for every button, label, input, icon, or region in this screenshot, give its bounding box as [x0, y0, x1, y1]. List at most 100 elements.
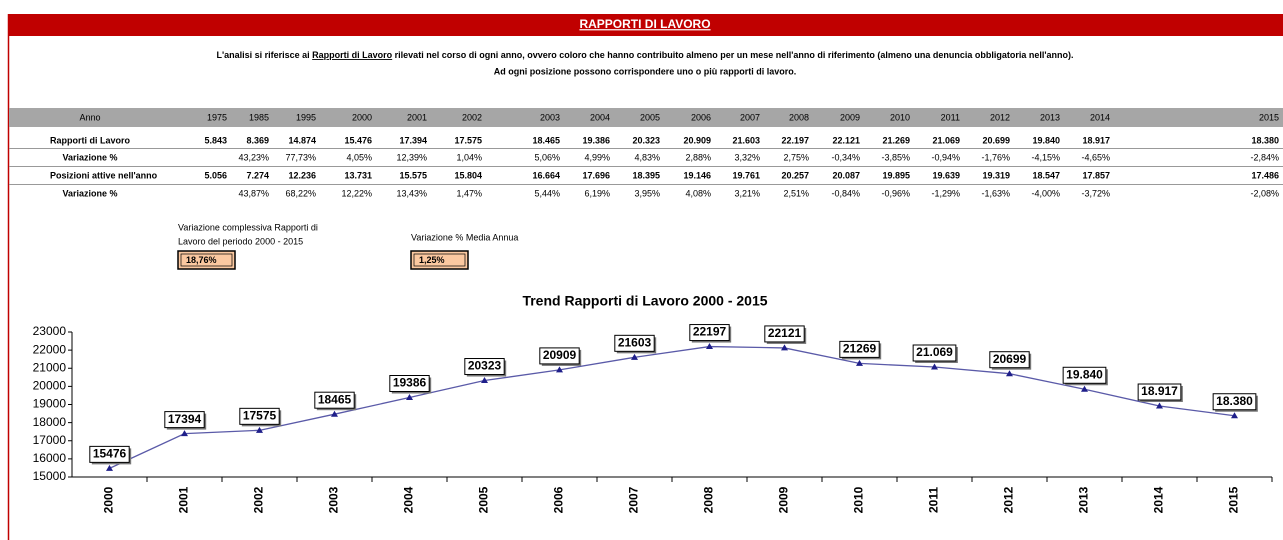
- value-label: 17394: [164, 411, 207, 430]
- marker: [631, 353, 638, 360]
- value-label: 22197: [689, 324, 732, 343]
- value-label-text: 20699: [993, 352, 1027, 366]
- y-tick-label: 16000: [33, 451, 67, 465]
- cell: -0,96%: [881, 188, 910, 198]
- cell: 17.857: [1082, 170, 1110, 180]
- cell: 4,83%: [634, 152, 660, 162]
- header-cell: 2001: [407, 112, 427, 122]
- table-header: [9, 108, 1283, 127]
- header-cell: 2009: [840, 112, 860, 122]
- x-tick-label: 2008: [702, 486, 716, 513]
- cell: 15.575: [399, 170, 427, 180]
- header-cell: 2014: [1090, 112, 1110, 122]
- cell: 20.257: [781, 170, 809, 180]
- value-label: 20909: [539, 347, 582, 366]
- cell: -0,84%: [831, 188, 860, 198]
- marker: [481, 377, 488, 384]
- summary-value: 18,76%: [186, 255, 217, 265]
- value-label: 20323: [464, 358, 507, 377]
- marker: [331, 410, 338, 417]
- description-link: Rapporti di Lavoro: [312, 50, 393, 60]
- x-tick-label: 2007: [627, 486, 641, 513]
- cell: 19.319: [982, 170, 1010, 180]
- value-label-text: 18.380: [1216, 394, 1253, 408]
- value-label: 19386: [389, 375, 432, 394]
- x-tick-label: 2005: [477, 486, 491, 513]
- cell: -1,76%: [981, 152, 1010, 162]
- cell: 68,22%: [285, 188, 316, 198]
- x-tick-label: 2004: [402, 486, 416, 513]
- label-box: [89, 445, 130, 463]
- cell: 18.380: [1251, 135, 1279, 145]
- value-label: 21.069: [912, 344, 958, 363]
- value-label: 18.380: [1212, 393, 1258, 412]
- y-tick-label: 20000: [33, 379, 67, 393]
- cell: 4,05%: [346, 152, 372, 162]
- label-box: [164, 411, 205, 429]
- value-label: 15476: [89, 445, 132, 465]
- cell: 18.395: [632, 170, 660, 180]
- cell: 17.394: [399, 135, 427, 145]
- cell: -2,84%: [1250, 152, 1279, 162]
- header-cell: Anno: [79, 112, 100, 122]
- cell: 16.664: [532, 170, 560, 180]
- value-label-text: 22121: [768, 326, 802, 340]
- cell: 12.236: [288, 170, 316, 180]
- value-label-text: 21.069: [916, 345, 953, 359]
- cell: 5.843: [204, 135, 227, 145]
- cell: 20.087: [832, 170, 860, 180]
- y-tick-label: 23000: [33, 324, 67, 338]
- cell: -3,85%: [881, 152, 910, 162]
- x-tick-label: 2010: [852, 486, 866, 513]
- header-cell: 2015: [1259, 112, 1279, 122]
- header-cell: 2005: [640, 112, 660, 122]
- value-label: 21603: [614, 334, 657, 354]
- value-label-text: 15476: [93, 447, 127, 461]
- value-label: 19.840: [1062, 366, 1108, 386]
- cell: 5,06%: [534, 152, 560, 162]
- label-box: [764, 325, 805, 343]
- label-box: [389, 375, 430, 393]
- cell: 77,73%: [285, 152, 316, 162]
- cell: 15.476: [344, 135, 372, 145]
- cell: 8.369: [246, 135, 269, 145]
- x-tick-label: 2014: [1152, 486, 1166, 513]
- cell: 14.874: [288, 135, 316, 145]
- y-tick-label: 19000: [33, 397, 67, 411]
- value-label-text: 19.840: [1066, 367, 1103, 381]
- marker: [706, 343, 713, 350]
- cell: 19.639: [932, 170, 960, 180]
- x-tick-label: 2013: [1077, 486, 1091, 513]
- title-bar: [8, 14, 1283, 36]
- x-tick-label: 2009: [777, 486, 791, 513]
- header-cell: 2011: [941, 112, 960, 122]
- cell: 3,32%: [734, 152, 760, 162]
- cell: 13.731: [344, 170, 372, 180]
- value-label-text: 17394: [168, 412, 202, 426]
- label-box: [614, 334, 655, 352]
- label-box: [539, 347, 580, 365]
- row-label: Posizioni attive nell'anno: [50, 170, 158, 180]
- summary-box-inner: [413, 253, 466, 267]
- marker: [856, 359, 863, 366]
- cell: 43,87%: [238, 188, 269, 198]
- description: L'analisi si riferisce ai Rapporti di La…: [216, 50, 1073, 60]
- cell: 22.197: [781, 135, 809, 145]
- y-tick-label: 22000: [33, 342, 67, 356]
- x-tick-label: 2002: [252, 486, 266, 513]
- summary-label: Lavoro del periodo 2000 - 2015: [178, 236, 303, 246]
- cell: -3,72%: [1081, 188, 1110, 198]
- x-tick-label: 2011: [927, 487, 941, 513]
- cell: 17.575: [454, 135, 482, 145]
- marker: [256, 426, 263, 433]
- value-label-text: 21269: [843, 342, 877, 356]
- value-label-text: 20323: [468, 359, 502, 373]
- summary-label: Variazione complessiva Rapporti di: [178, 222, 318, 232]
- marker: [556, 366, 563, 373]
- cell: -1,63%: [981, 188, 1010, 198]
- cell: 2,51%: [783, 188, 809, 198]
- cell: 7.274: [246, 170, 269, 180]
- cell: 12,39%: [396, 152, 427, 162]
- marker: [781, 344, 788, 351]
